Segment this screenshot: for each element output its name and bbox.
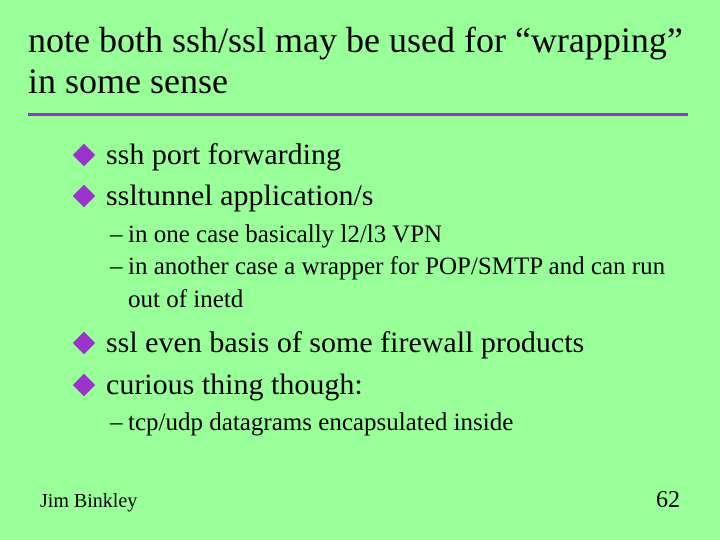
diamond-icon — [73, 185, 96, 208]
sub-list: – tcp/udp datagrams encapsulated inside — [76, 407, 672, 440]
diamond-icon — [73, 373, 96, 396]
slide-footer: Jim Binkley 62 — [40, 487, 680, 514]
bullet-text: ssl even basis of some firewall products — [106, 324, 584, 362]
sub-item: – in another case a wrapper for POP/SMTP… — [110, 251, 672, 316]
author-name: Jim Binkley — [40, 490, 137, 513]
sub-list: – in one case basically l2/l3 VPN – in a… — [76, 219, 672, 317]
sub-item: – in one case basically l2/l3 VPN — [110, 219, 672, 252]
page-number: 62 — [656, 487, 680, 514]
bullet-item: ssh port forwarding — [76, 136, 672, 174]
bullet-text: curious thing though: — [106, 366, 363, 404]
dash-icon: – — [110, 407, 128, 440]
sub-text: tcp/udp datagrams encapsulated inside — [128, 407, 672, 440]
slide-title: note both ssh/ssl may be used for “wrapp… — [28, 20, 692, 103]
title-underline — [28, 113, 688, 116]
bullet-item: ssl even basis of some firewall products — [76, 324, 672, 362]
bullet-item: ssltunnel application/s — [76, 177, 672, 215]
bullet-item: curious thing though: — [76, 366, 672, 404]
dash-icon: – — [110, 219, 128, 252]
bullet-text: ssltunnel application/s — [106, 177, 373, 215]
diamond-icon — [73, 143, 96, 166]
slide-body: ssh port forwarding ssltunnel applicatio… — [28, 136, 692, 440]
sub-text: in another case a wrapper for POP/SMTP a… — [128, 251, 672, 316]
diamond-icon — [73, 332, 96, 355]
bullet-text: ssh port forwarding — [106, 136, 341, 174]
dash-icon: – — [110, 251, 128, 316]
sub-item: – tcp/udp datagrams encapsulated inside — [110, 407, 672, 440]
sub-text: in one case basically l2/l3 VPN — [128, 219, 672, 252]
